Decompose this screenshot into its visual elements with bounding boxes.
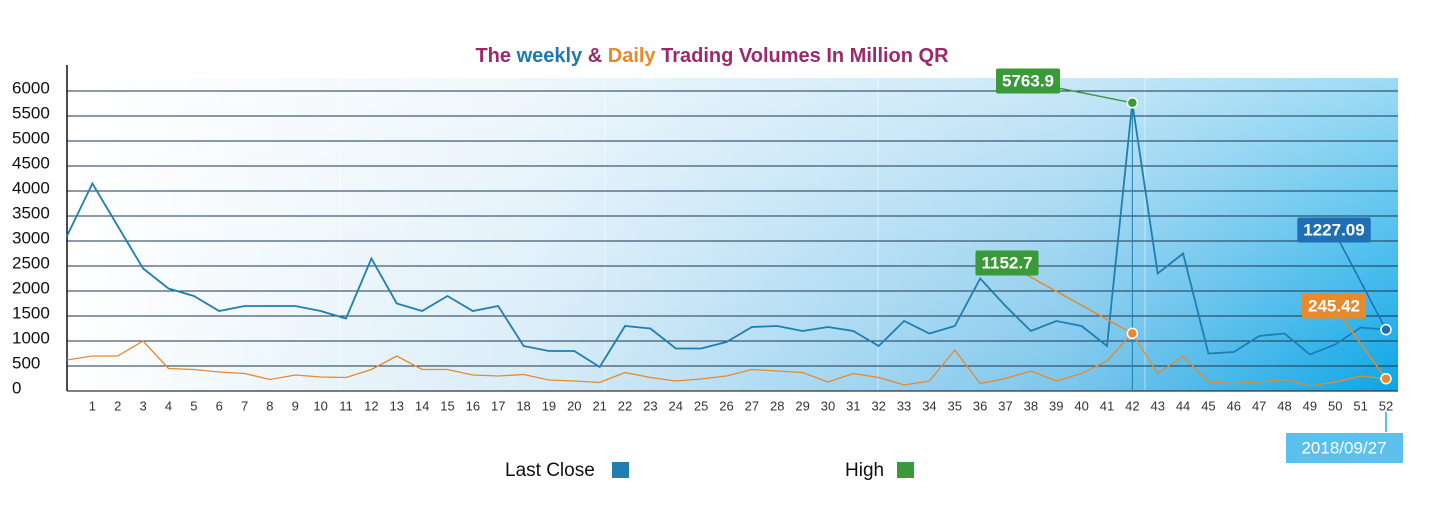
y-tick-label: 4500 [12,153,50,172]
y-tick-label: 2000 [12,278,50,297]
x-tick-label: 38 [1024,398,1038,413]
x-tick-label: 20 [567,398,581,413]
y-tick-label: 500 [12,353,40,372]
data-label: 245.42 [1308,296,1360,315]
x-tick-label: 13 [390,398,404,413]
x-tick-label: 45 [1201,398,1215,413]
x-tick-label: 19 [542,398,556,413]
y-tick-label: 6000 [12,78,50,97]
data-label-box [1297,217,1371,243]
x-tick-label: 9 [292,398,299,413]
x-tick-label: 35 [948,398,962,413]
data-label: 1152.7 [981,253,1032,272]
legend-swatch [897,462,914,478]
y-tick-label: 3500 [12,203,50,222]
x-tick-label: 23 [643,398,657,413]
x-tick-label: 48 [1277,398,1291,413]
x-tick-label: 37 [998,398,1012,413]
x-tick-label: 12 [364,398,378,413]
x-tick-label: 29 [795,398,809,413]
x-tick-label: 42 [1125,398,1139,413]
x-tick-label: 25 [694,398,708,413]
series-line [66,102,1387,369]
x-tick-label: 44 [1176,398,1190,413]
y-tick-label: 5000 [12,128,50,147]
title-part: & [582,45,608,67]
x-tick-label: 32 [871,398,885,413]
x-tick-label: 41 [1100,398,1114,413]
data-label-box [996,68,1060,94]
legend-label: Last Close [505,460,595,481]
date-box [1286,433,1403,463]
x-tick-label: 21 [592,398,606,413]
x-tick-label: 27 [745,398,759,413]
x-tick-label: 10 [313,398,327,413]
y-tick-label: 5500 [12,103,50,122]
date-label: 2018/09/27 [1301,438,1386,457]
y-tick-label: 3000 [12,228,50,247]
x-tick-label: 52 [1379,398,1393,413]
legend-swatch [612,462,629,478]
x-tick-label: 8 [266,398,273,413]
x-tick-label: 28 [770,398,784,413]
title-part: Trading Volumes In Million QR [656,45,950,67]
x-tick-label: 1 [89,398,96,413]
x-tick-label: 22 [618,398,632,413]
x-tick-label: 16 [466,398,480,413]
x-tick-label: 24 [669,398,683,413]
data-point [1126,97,1139,109]
x-tick-label: 47 [1252,398,1266,413]
x-tick-label: 14 [415,398,429,413]
legend-label: High [845,460,884,481]
title-part: The [475,45,516,67]
x-tick-label: 34 [922,398,936,413]
callout-line [1333,230,1387,330]
x-tick-label: 51 [1353,398,1367,413]
x-tick-label: 49 [1303,398,1317,413]
data-label-box [975,250,1039,276]
x-tick-label: 18 [516,398,530,413]
x-tick-label: 17 [491,398,505,413]
data-point [1380,372,1392,385]
x-tick-label: 40 [1074,398,1088,413]
y-tick-label: 1000 [12,328,50,347]
callout-line [1006,263,1133,335]
x-tick-label: 39 [1049,398,1063,413]
x-tick-label: 30 [821,398,835,413]
x-tick-label: 7 [241,398,248,413]
data-point [1126,327,1139,340]
x-tick-label: 3 [139,398,146,413]
x-tick-label: 46 [1227,398,1241,413]
y-tick-label: 2500 [12,253,50,272]
x-tick-label: 31 [846,398,860,413]
x-tick-label: 11 [339,398,353,413]
y-tick-label: 4000 [12,178,50,197]
x-tick-label: 4 [165,398,172,413]
chart-title: The weekly & Daily Trading Volumes In Mi… [475,45,949,67]
data-label: 5763.9 [1002,71,1054,90]
x-tick-label: 43 [1150,398,1164,413]
title-part: Daily [608,45,657,67]
callout-line [1333,306,1387,380]
data-point [1380,323,1392,336]
title-part: weekly [516,45,583,67]
x-tick-label: 5 [190,398,197,413]
data-label-box [1302,293,1366,319]
x-tick-label: 36 [973,398,987,413]
x-tick-label: 6 [216,398,223,413]
x-tick-label: 26 [719,398,733,413]
y-tick-label: 1500 [12,303,50,322]
plot-shade [67,78,1398,391]
x-tick-label: 2 [114,398,121,413]
x-tick-label: 50 [1328,398,1342,413]
x-tick-label: 33 [897,398,911,413]
data-label: 1227.09 [1303,220,1364,239]
x-tick-label: 15 [440,398,454,413]
series-line [66,332,1387,387]
y-tick-label: 0 [12,378,21,397]
